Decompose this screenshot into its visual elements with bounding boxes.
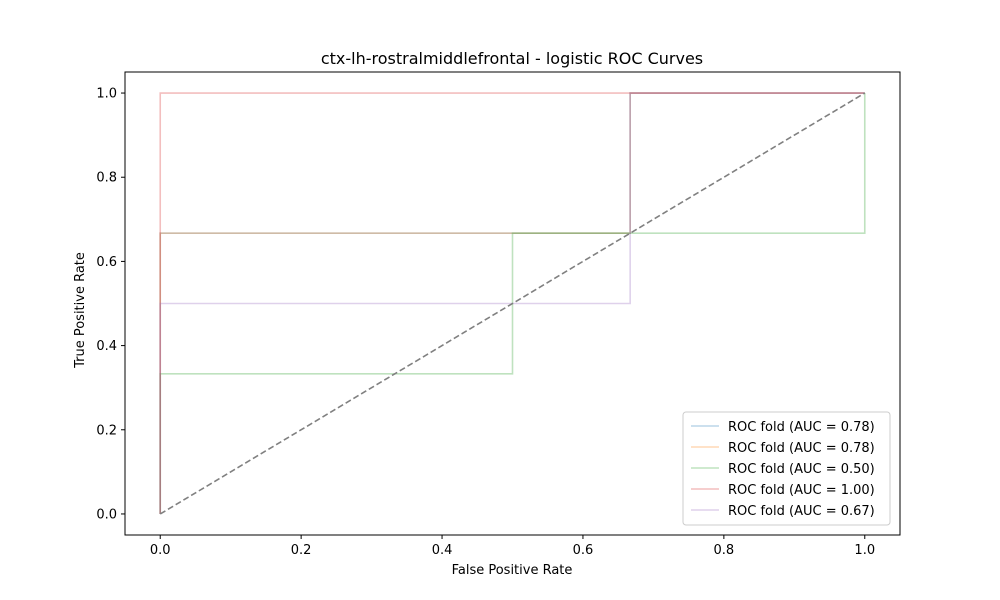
legend-entry: ROC fold (AUC = 0.67) [728, 504, 875, 519]
x-tick-label: 0.0 [150, 543, 171, 558]
y-tick-label: 0.6 [96, 255, 117, 270]
roc-curve-fold-1 [159, 92, 865, 514]
y-tick-label: 0.2 [96, 423, 117, 438]
y-axis-title: True Positive Rate [73, 252, 88, 369]
legend-box [682, 411, 891, 526]
y-tick-label: 0.0 [96, 507, 117, 522]
chance-line [159, 92, 866, 515]
y-tick-label: 0.8 [96, 171, 117, 186]
y-tick-label: 0.4 [96, 339, 117, 354]
roc-curve-fold-2 [159, 92, 865, 514]
plot-frame [124, 71, 901, 536]
legend: ROC fold (AUC = 0.78) ROC fold (AUC = 0.7… [682, 411, 891, 526]
legend-entry: ROC fold (AUC = 0.78) [728, 420, 875, 435]
y-axis: 0.0 0.2 0.4 0.6 0.8 1.0 [96, 87, 125, 522]
roc-curve-fold-4 [159, 92, 865, 514]
x-tick-label: 0.4 [432, 543, 453, 558]
y-tick-label: 1.0 [96, 87, 117, 102]
x-tick-label: 0.6 [573, 543, 594, 558]
x-tick-label: 0.8 [714, 543, 735, 558]
x-tick-label: 1.0 [854, 543, 875, 558]
x-axis: 0.0 0.2 0.4 0.6 0.8 1.0 [150, 535, 875, 558]
chart-title: ctx-lh-rostralmiddlefrontal - logistic R… [321, 49, 703, 68]
legend-entry: ROC fold (AUC = 0.50) [728, 462, 875, 477]
x-tick-label: 0.2 [291, 543, 312, 558]
legend-entry: ROC fold (AUC = 1.00) [728, 483, 875, 498]
roc-curve-fold-5 [159, 92, 865, 514]
x-axis-title: False Positive Rate [452, 563, 573, 578]
plot-area [124, 71, 901, 536]
legend-entry: ROC fold (AUC = 0.78) [728, 441, 875, 456]
